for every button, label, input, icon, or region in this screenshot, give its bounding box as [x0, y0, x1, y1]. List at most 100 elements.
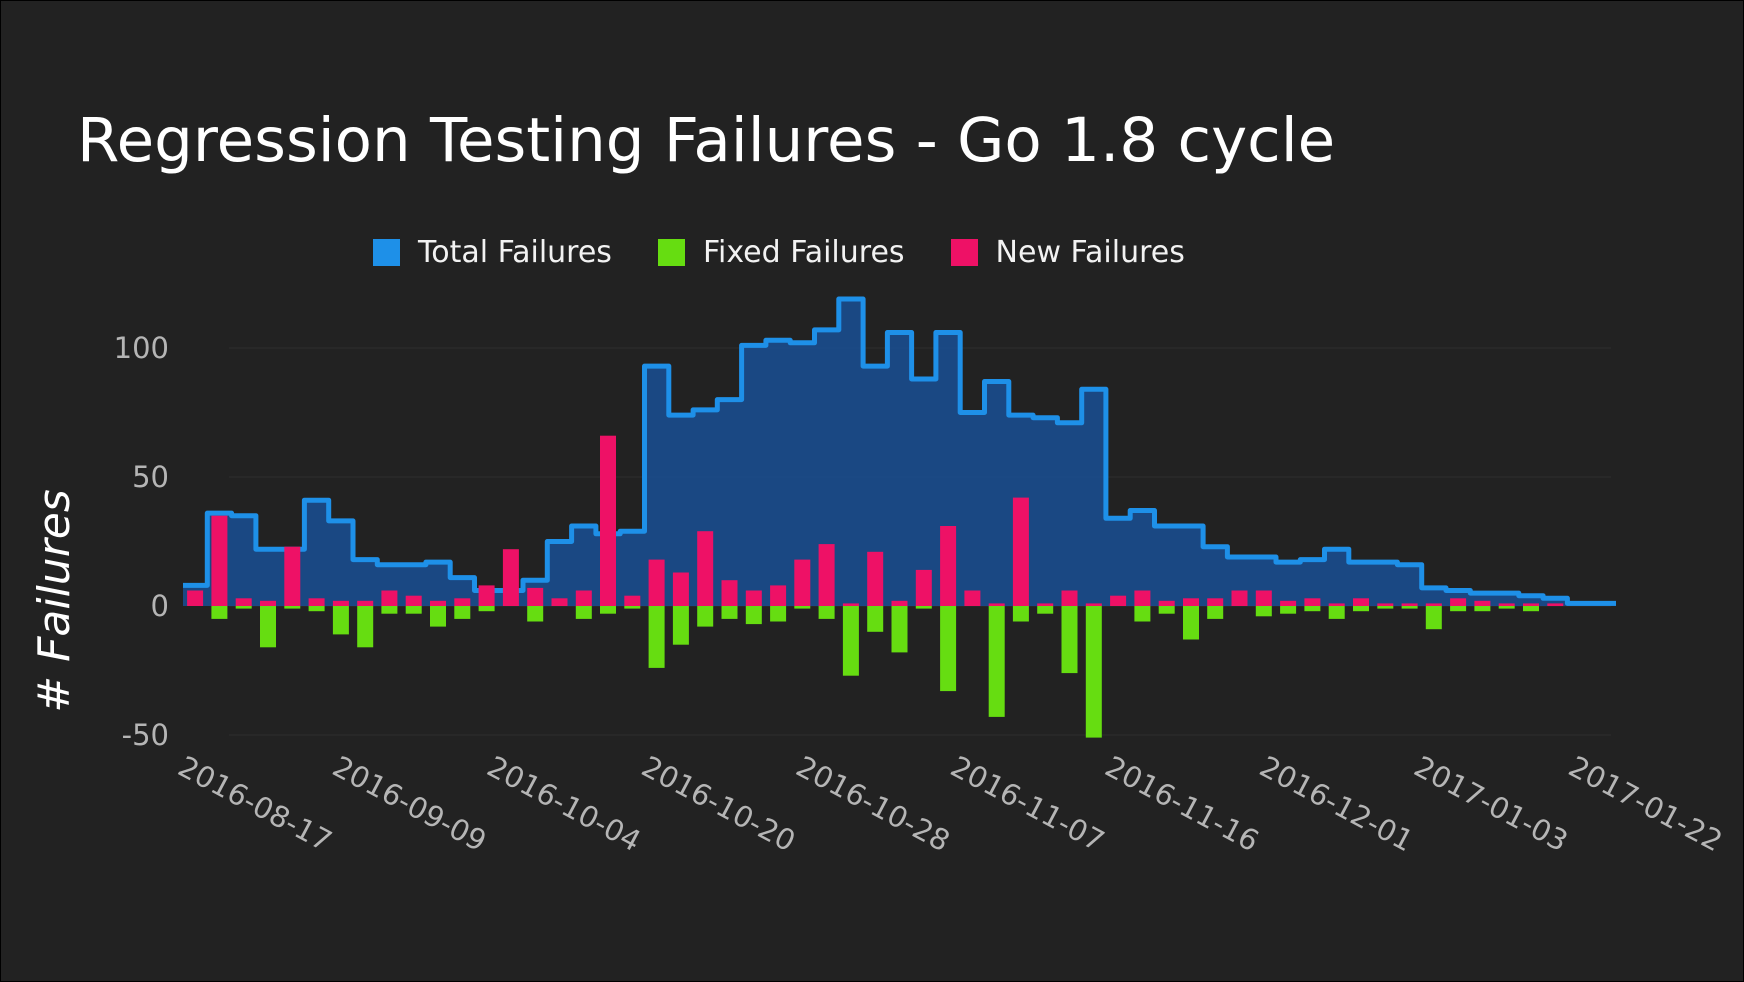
- new-failures-bar: [1328, 603, 1345, 606]
- fixed-failures-bar: [818, 606, 835, 619]
- fixed-failures-bar: [1061, 606, 1078, 674]
- fixed-failures-bar: [1085, 606, 1102, 738]
- fixed-failures-bar: [478, 606, 495, 612]
- new-failures-bar: [1134, 590, 1151, 606]
- fixed-failures-bar: [867, 606, 884, 632]
- y-tick-label: -50: [122, 718, 169, 752]
- fixed-failures-bar: [1474, 606, 1491, 612]
- new-failures-bar: [260, 600, 276, 606]
- new-failures-bar: [1304, 598, 1321, 606]
- fixed-failures-bar: [260, 606, 276, 648]
- fixed-failures-bar: [332, 606, 349, 635]
- new-failures-bar: [1280, 600, 1297, 606]
- fixed-failures-bar: [600, 606, 616, 614]
- fixed-failures-bar: [1353, 606, 1369, 612]
- fixed-failures-bar: [1377, 606, 1394, 609]
- new-failures-bar: [211, 515, 228, 606]
- new-failures-bar: [770, 585, 787, 606]
- fixed-failures-bar: [915, 606, 932, 609]
- new-failures-bar: [842, 603, 859, 606]
- fixed-failures-bar: [794, 606, 811, 609]
- fixed-failures-bar: [454, 606, 471, 619]
- legend-label-total: Total Failures: [418, 235, 612, 270]
- fixed-failures-bar: [1207, 606, 1224, 619]
- fixed-failures-bar: [405, 606, 422, 614]
- new-failures-bar: [357, 600, 374, 606]
- new-failures-bar: [1547, 603, 1564, 606]
- legend-swatch-fixed: [657, 239, 685, 266]
- new-failures-bar: [308, 598, 325, 606]
- x-tick-label: 2016-10-04: [482, 749, 647, 858]
- new-failures-bar: [1012, 497, 1029, 606]
- fixed-failures-bar: [697, 606, 714, 627]
- fixed-failures-bar: [1450, 606, 1467, 612]
- fixed-failures-bar: [624, 606, 641, 609]
- new-failures-bar: [1474, 600, 1491, 606]
- new-failures-bar: [1498, 603, 1515, 606]
- legend-label-new: New Failures: [995, 235, 1185, 270]
- y-axis-label: # Failures: [29, 489, 80, 713]
- fixed-failures-bar: [430, 606, 446, 627]
- new-failures-bar: [721, 580, 738, 606]
- x-tick-label: 2017-01-22: [1563, 749, 1728, 858]
- new-failures-bar: [1183, 598, 1199, 606]
- fixed-failures-bar: [527, 606, 544, 622]
- new-failures-bar: [745, 590, 762, 606]
- new-failures-bar: [284, 546, 301, 606]
- new-failures-bar: [454, 598, 471, 606]
- fixed-failures-bar: [357, 606, 374, 648]
- x-tick-label: 2016-11-16: [1100, 749, 1265, 858]
- fixed-failures-bar: [842, 606, 859, 676]
- new-failures-bar: [332, 600, 349, 606]
- x-tick-label: 2017-01-03: [1409, 749, 1574, 858]
- new-failures-bar: [430, 600, 446, 606]
- new-failures-bar: [867, 551, 884, 606]
- fixed-failures-bar: [721, 606, 738, 619]
- new-failures-bar: [988, 603, 1005, 606]
- fixed-failures-bar: [770, 606, 787, 622]
- new-failures-bar: [672, 572, 689, 606]
- new-failures-bar: [891, 600, 908, 606]
- total-failures-line: [183, 296, 1616, 606]
- fixed-failures-bar: [648, 606, 665, 668]
- new-failures-bar: [1231, 590, 1248, 606]
- new-failures-bar: [940, 526, 957, 606]
- new-failures-bar: [405, 595, 422, 606]
- fixed-failures-bar: [940, 606, 957, 692]
- new-failures-bar: [187, 590, 204, 606]
- fixed-failures-bar: [1328, 606, 1345, 619]
- legend-item-fixed[interactable]: Fixed Failures: [657, 235, 905, 270]
- fixed-failures-bar: [891, 606, 908, 653]
- new-failures-bar: [1523, 603, 1539, 606]
- fixed-failures-bar: [381, 606, 398, 614]
- legend-label-fixed: Fixed Failures: [702, 235, 905, 270]
- legend-swatch-total: [373, 239, 400, 266]
- new-failures-bar: [235, 598, 252, 606]
- new-failures-bar: [648, 559, 665, 606]
- new-failures-bar: [1207, 598, 1224, 606]
- new-failures-bar: [1377, 603, 1394, 606]
- x-tick-label: 2016-09-09: [327, 749, 492, 858]
- chart-title: Regression Testing Failures - Go 1.8 cyc…: [77, 105, 1336, 176]
- fixed-failures-bar: [284, 606, 301, 609]
- y-tick-label: 0: [151, 589, 169, 623]
- x-tick-label: 2016-11-07: [945, 749, 1110, 858]
- legend-item-total[interactable]: Total Failures: [373, 235, 612, 270]
- new-failures-bar: [381, 590, 398, 606]
- new-failures-bar: [1110, 595, 1127, 606]
- fixed-failures-bar: [988, 606, 1005, 717]
- new-failures-bar: [551, 598, 568, 606]
- fixed-failures-bar: [1523, 606, 1539, 612]
- fixed-failures-bar: [575, 606, 592, 619]
- fixed-failures-bar: [1401, 606, 1418, 609]
- fixed-failures-bar: [672, 606, 689, 645]
- fixed-failures-bar: [308, 606, 325, 612]
- legend-item-new[interactable]: New Failures: [950, 235, 1185, 270]
- new-failures-bar: [1450, 598, 1467, 606]
- legend-swatch-new: [950, 239, 978, 266]
- new-failures-bar: [964, 590, 981, 606]
- new-failures-bar: [502, 549, 519, 606]
- fixed-failures-bar: [1183, 606, 1199, 640]
